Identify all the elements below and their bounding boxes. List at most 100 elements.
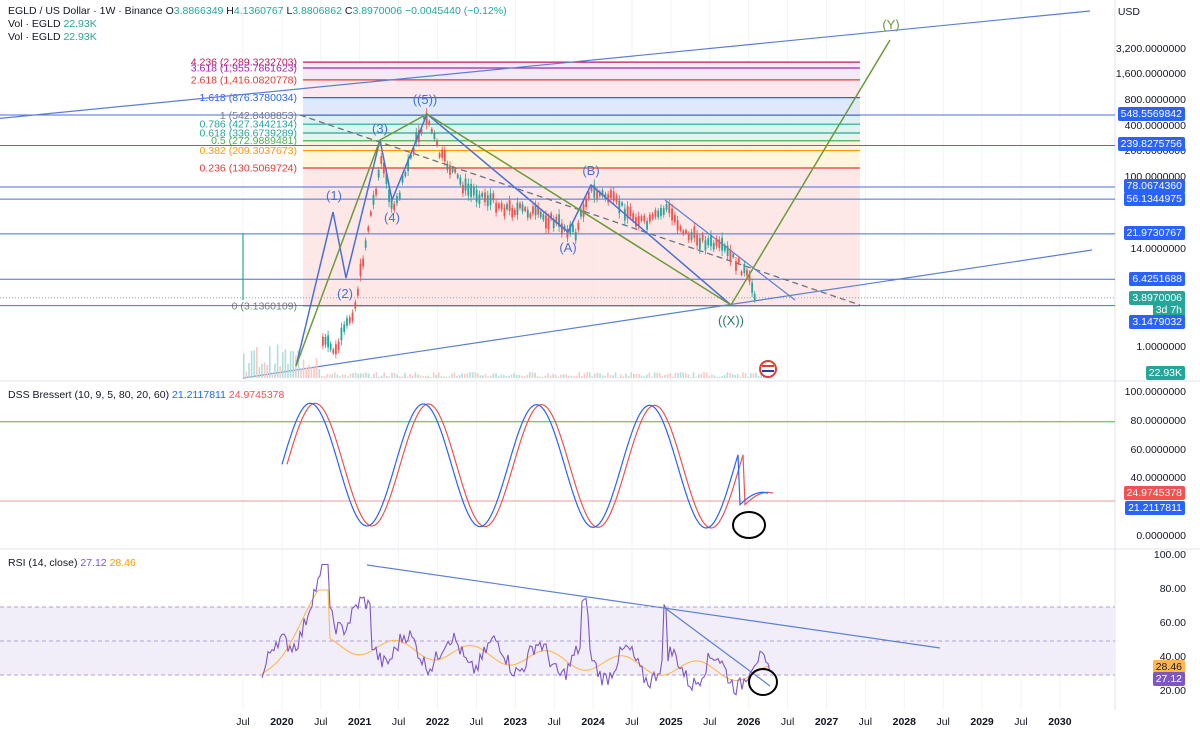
volume-bar xyxy=(258,367,261,378)
wave-label: (B) xyxy=(582,163,599,178)
price-tag[interactable]: 548.5569842 xyxy=(1117,107,1185,121)
price-tag[interactable]: 239.8275756 xyxy=(1117,137,1185,151)
volume-bar xyxy=(287,363,289,378)
candle-body xyxy=(737,257,740,263)
time-axis-label: Jul xyxy=(1014,716,1028,728)
wave-label: (4) xyxy=(384,210,400,225)
volume-bar xyxy=(282,352,284,378)
volume-bar xyxy=(648,372,651,378)
volume-bar xyxy=(586,372,588,378)
volume-bar xyxy=(360,373,362,378)
wave-label: (1) xyxy=(326,188,342,203)
volume-bar xyxy=(479,375,482,378)
rsi-tag[interactable]: 28.46 xyxy=(1152,660,1185,674)
volume-bar xyxy=(318,369,320,378)
volume-bar xyxy=(248,362,250,378)
candle-body xyxy=(401,175,404,183)
volume-legend-2[interactable]: Vol · EGLD 22.93K xyxy=(8,30,97,44)
volume-bar xyxy=(284,349,287,378)
us-flag-icon xyxy=(759,360,777,378)
dss-axis-tick: 100.0000000 xyxy=(1124,386,1186,398)
volume-bar xyxy=(461,373,463,378)
wave-label: (A) xyxy=(559,240,576,255)
rsi-legend[interactable]: RSI (14, close) 27.12 28.46 xyxy=(8,556,136,570)
volume-bar xyxy=(627,376,630,378)
price-tag[interactable]: 3.1479032 xyxy=(1129,315,1185,329)
currency-label[interactable]: USD xyxy=(1117,6,1140,18)
volume-bar xyxy=(263,362,266,378)
symbol-legend: EGLD / US Dollar · 1W · Binance O3.88663… xyxy=(8,4,507,18)
volume-bar xyxy=(651,376,653,378)
volume-bar xyxy=(625,373,627,378)
candle-body xyxy=(369,211,372,216)
wave-label: (2) xyxy=(337,286,353,301)
price-tag[interactable]: 78.0674360 xyxy=(1123,179,1185,193)
candle-body xyxy=(409,153,412,159)
volume-bar xyxy=(760,373,762,378)
candle-body xyxy=(404,172,407,177)
price-tag[interactable]: 3d 7h xyxy=(1152,303,1185,317)
price-tag[interactable]: 56.1344975 xyxy=(1123,192,1185,206)
fib-level-label: 1 (542.8408853) xyxy=(220,110,297,122)
wave-label: (Y) xyxy=(882,17,899,32)
candle-body xyxy=(712,242,715,250)
wave-label: ((5)) xyxy=(413,92,438,107)
volume-bar xyxy=(386,375,388,378)
candle-body xyxy=(743,263,746,273)
volume-bar xyxy=(744,373,747,378)
candle-body xyxy=(585,199,588,208)
rsi-axis-tick: 20.00 xyxy=(1159,685,1186,697)
candle-body xyxy=(464,178,467,191)
volume-bar xyxy=(695,376,697,378)
volume-bar xyxy=(713,375,716,378)
dss-tag[interactable]: 24.9745378 xyxy=(1123,486,1185,500)
price-axis-tick: 1,600.0000000 xyxy=(1115,68,1186,81)
price-axis-tick: 14.0000000 xyxy=(1130,243,1186,256)
rsi-trendline xyxy=(366,564,941,649)
symbol-title[interactable]: EGLD / US Dollar · 1W · Binance xyxy=(8,5,163,17)
candle-body xyxy=(593,184,596,198)
dss-tag[interactable]: 21.2117811 xyxy=(1125,501,1185,515)
candle-body xyxy=(621,202,623,206)
candle-body xyxy=(430,128,433,133)
volume-bar xyxy=(331,373,333,378)
candle-body xyxy=(748,273,751,282)
dss-value-2: 24.9745378 xyxy=(228,389,285,401)
time-axis-label: 2022 xyxy=(425,716,450,728)
volume-label-2: Vol · EGLD xyxy=(8,31,61,43)
price-tag[interactable]: 6.4251688 xyxy=(1129,272,1185,286)
dss-legend[interactable]: DSS Bressert (10, 9, 5, 80, 20, 60) 21.2… xyxy=(8,388,284,402)
candle-body xyxy=(324,336,327,345)
ohlc-low: 3.8806862 xyxy=(292,5,342,17)
candle-body xyxy=(433,132,436,140)
candle-body xyxy=(506,204,508,210)
price-tag[interactable]: 3.8970006 xyxy=(1129,291,1185,305)
volume-bar xyxy=(458,374,461,378)
volume-bar xyxy=(352,373,354,378)
candle-body xyxy=(640,216,643,221)
volume-bar xyxy=(729,372,731,378)
rsi-tag[interactable]: 27.12 xyxy=(1152,672,1185,686)
wave-label: (3) xyxy=(372,121,388,136)
rsi-axis-tick: 60.00 xyxy=(1159,617,1186,629)
candle-body xyxy=(398,192,401,199)
upper-trendline xyxy=(0,10,1091,119)
price-tag[interactable]: 21.9730767 xyxy=(1123,226,1185,240)
volume-bar xyxy=(354,372,357,378)
candle-body xyxy=(726,245,729,257)
volume-legend-1[interactable]: Vol · EGLD 22.93K xyxy=(8,17,97,31)
volume-bar xyxy=(300,368,302,378)
volume-bar xyxy=(482,375,484,378)
price-tag[interactable]: 22.93K xyxy=(1145,366,1185,380)
volume-bar xyxy=(422,376,424,378)
volume-bar xyxy=(529,372,531,378)
time-axis-label: 2023 xyxy=(503,716,527,728)
fib-level-label: 2.618 (1,416.0820778) xyxy=(191,74,297,86)
candle-body xyxy=(470,183,472,197)
volume-bar xyxy=(549,375,552,378)
volume-bar xyxy=(435,374,437,378)
volume-bar xyxy=(362,373,365,378)
candle-body xyxy=(337,341,340,350)
